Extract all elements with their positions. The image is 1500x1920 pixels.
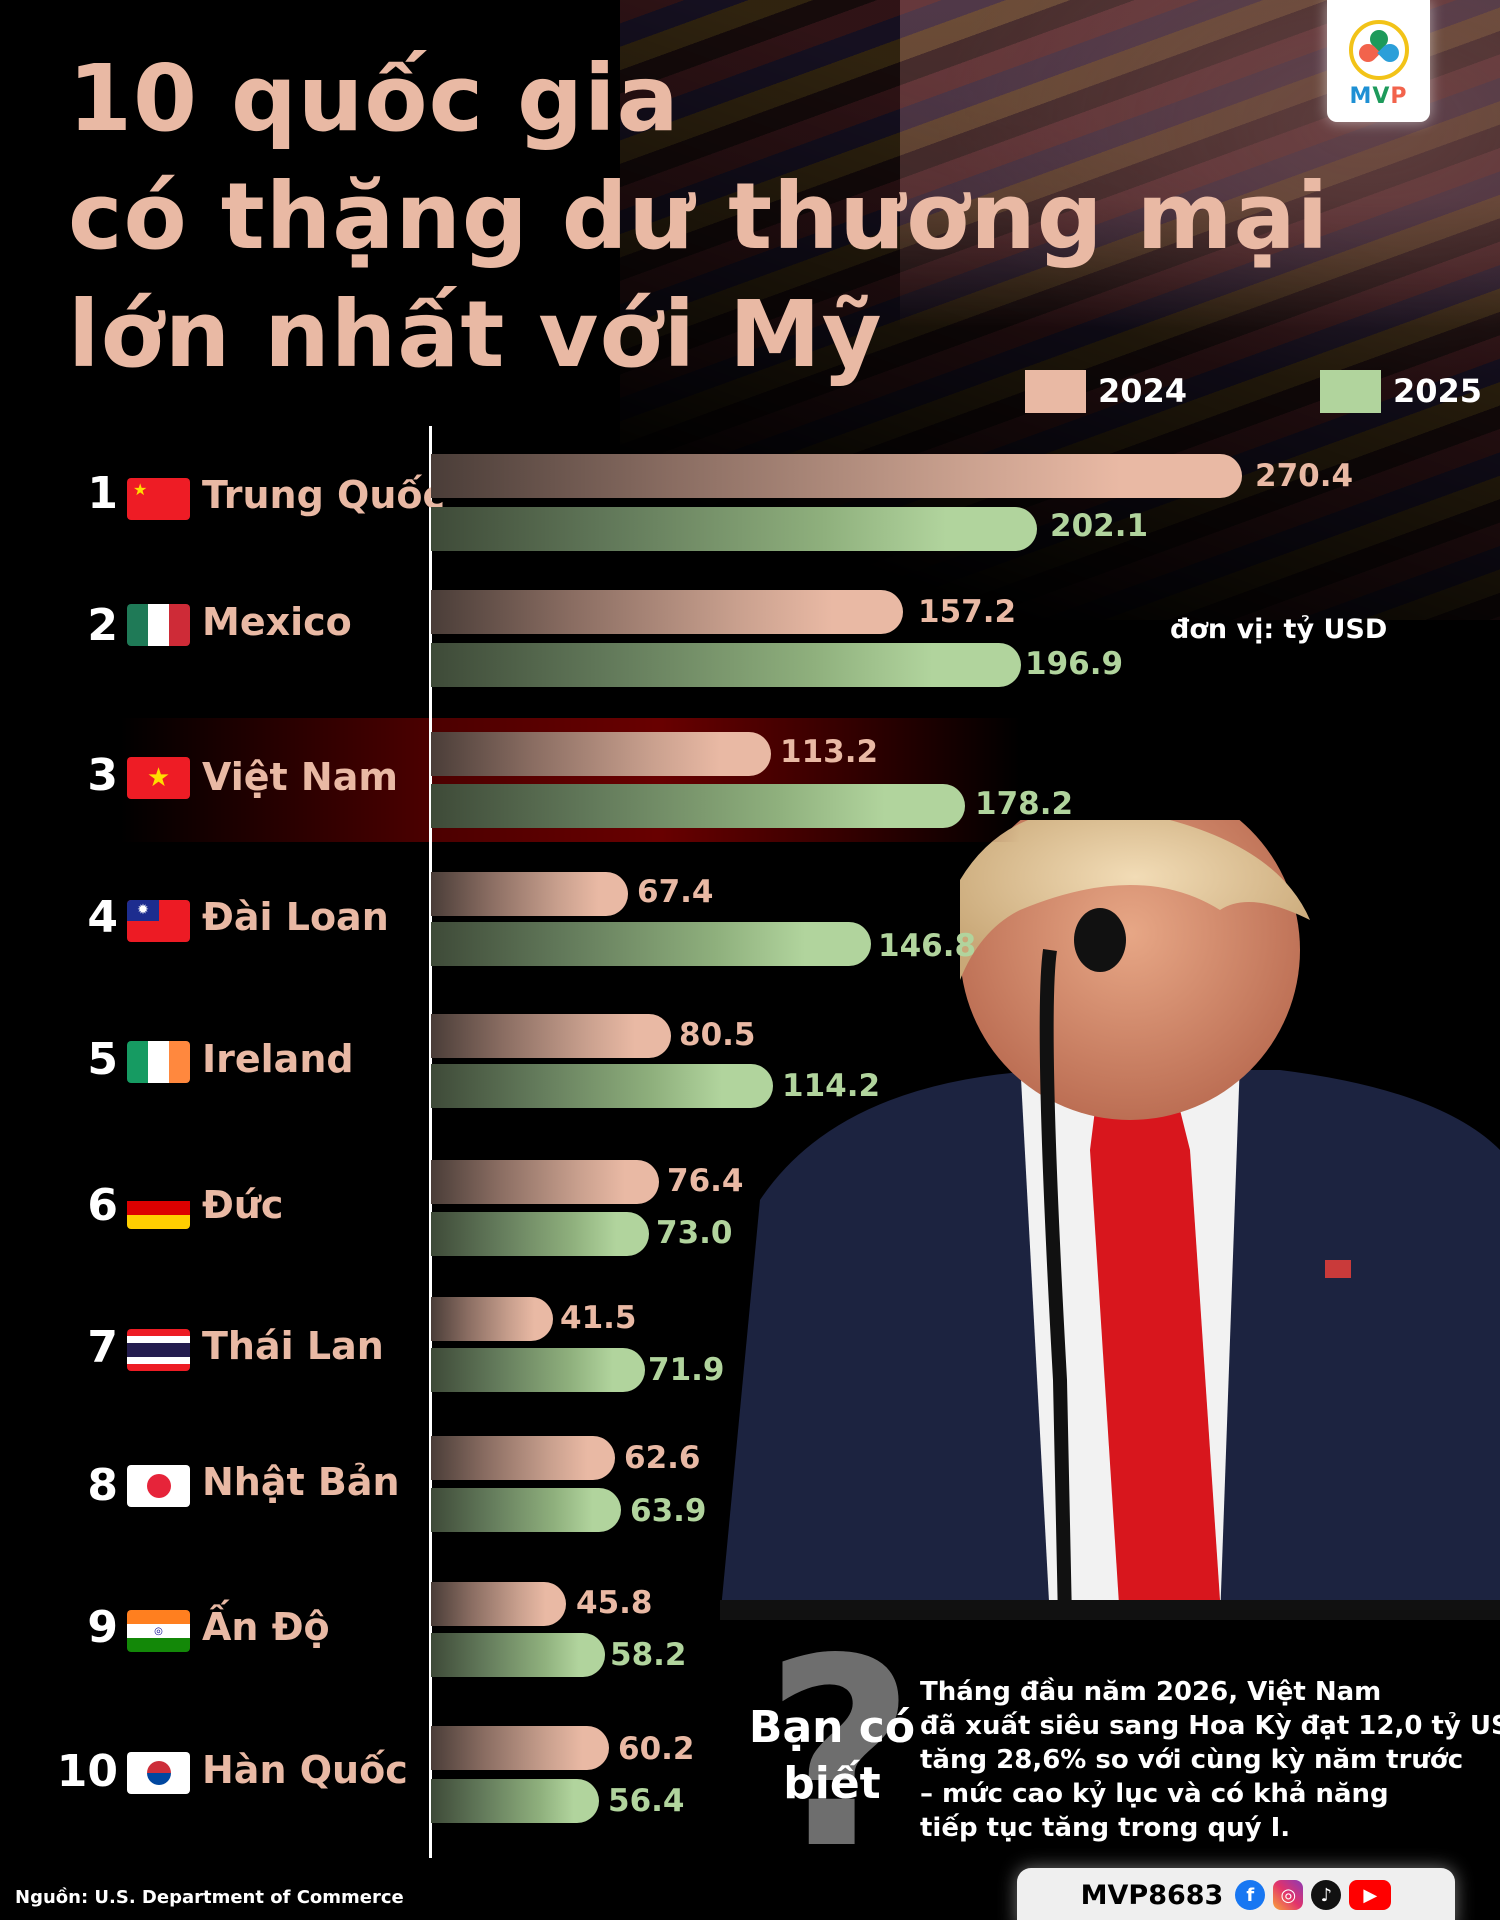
youtube-icon[interactable]: ▶ [1349,1880,1392,1910]
bar-2024 [431,1726,609,1770]
vietnam-flag-icon: ★ [127,757,190,799]
country-name: Trung Quốc [202,473,446,517]
country-name: Thái Lan [202,1324,384,1368]
value-2025: 114.2 [782,1068,881,1104]
bar-2024 [431,1436,615,1480]
legend-label-2025: 2025 [1393,372,1483,410]
value-2024: 80.5 [679,1017,756,1053]
bar-2025 [431,784,965,828]
value-2024: 270.4 [1255,458,1354,494]
facebook-icon[interactable]: f [1235,1880,1266,1910]
legend-label-2024: 2024 [1098,372,1188,410]
rank-number: 8 [87,1460,118,1511]
germany-flag-icon [127,1187,190,1229]
country-name: Ireland [202,1037,354,1081]
bar-2024 [431,1582,566,1626]
question-mark-icon: ? [764,1604,916,1906]
rank-number: 9 [87,1602,118,1653]
bar-2025 [431,1488,621,1532]
china-flag-icon: ★ [127,478,190,520]
value-2024: 157.2 [918,594,1017,630]
mexico-flag-icon [127,604,190,646]
bar-2025 [431,1779,599,1823]
source-note: Nguồn: U.S. Department of Commerce [15,1887,404,1908]
title-line-1: 10 quốc gia [68,45,680,152]
country-name: Hàn Quốc [202,1748,408,1792]
taiwan-flag-icon: ✹ [127,900,190,942]
rank-number: 6 [87,1180,118,1231]
page-title: 10 quốc gia có thặng dư thương mại lớn n… [68,40,1330,394]
rank-number: 5 [87,1034,118,1085]
clover-icon [1348,19,1409,80]
legend-swatch-2025 [1320,369,1381,413]
legend-item-2024: 2024 [1025,369,1187,413]
logo-text: MVP [1349,83,1408,109]
did-you-know-heading: Bạn có biết [748,1702,916,1809]
rank-number: 2 [87,600,118,651]
bar-2025 [431,1633,605,1677]
rank-number: 4 [87,892,118,943]
legend-swatch-2024 [1025,369,1086,413]
bar-2025 [431,1212,649,1256]
value-2025: 56.4 [608,1783,685,1819]
rank-number: 1 [87,468,118,519]
bar-2024 [431,454,1242,498]
ireland-flag-icon [127,1041,190,1083]
country-name: Việt Nam [202,755,398,799]
unit-label: đơn vị: tỷ USD [1170,614,1388,645]
social-footer: MVP8683 f ◎ ♪ ▶ [1017,1868,1455,1920]
bar-2025 [431,922,871,966]
bar-2024 [431,732,771,776]
bar-2025 [431,507,1037,551]
value-2024: 76.4 [667,1163,744,1199]
value-2024: 41.5 [560,1300,637,1336]
rank-number: 7 [87,1322,118,1373]
value-2025: 63.9 [630,1493,707,1529]
value-2024: 67.4 [637,874,714,910]
legend-item-2025: 2025 [1320,369,1482,413]
instagram-icon[interactable]: ◎ [1273,1880,1304,1910]
value-2025: 58.2 [610,1637,687,1673]
country-name: Đài Loan [202,895,389,939]
value-2025: 146.8 [878,928,977,964]
rank-number: 3 [87,750,118,801]
bar-2024 [431,1014,671,1058]
country-name: Ấn Độ [202,1605,330,1649]
chart-axis-line [429,426,432,1858]
bar-2024 [431,1160,659,1204]
title-line-3: lớn nhất với Mỹ [68,281,883,388]
value-2024: 60.2 [618,1731,695,1767]
south-korea-flag-icon [127,1752,190,1794]
social-handle: MVP8683 [1080,1879,1224,1911]
mvp-logo: MVP [1327,0,1430,122]
value-2025: 71.9 [648,1352,725,1388]
value-2024: 62.6 [624,1440,701,1476]
bar-2025 [431,1348,645,1392]
japan-flag-icon [127,1465,190,1507]
tiktok-icon[interactable]: ♪ [1311,1880,1342,1910]
bar-2025 [431,643,1021,687]
value-2025: 196.9 [1025,646,1124,682]
speaker-photo [720,820,1500,1620]
country-name: Mexico [202,600,352,644]
value-2025: 73.0 [656,1215,733,1251]
value-2024: 113.2 [780,734,879,770]
value-2024: 45.8 [576,1585,653,1621]
india-flag-icon: ◎ [127,1610,190,1652]
bar-2024 [431,590,903,634]
rank-number: 10 [56,1746,118,1797]
bar-2024 [431,872,628,916]
did-you-know-text: Tháng đầu năm 2026, Việt Nam đã xuất siê… [920,1677,1500,1843]
country-name: Nhật Bản [202,1460,400,1504]
thailand-flag-icon [127,1329,190,1371]
bar-2024 [431,1297,553,1341]
value-2025: 178.2 [975,786,1074,822]
value-2025: 202.1 [1050,508,1149,544]
bar-2025 [431,1064,773,1108]
title-line-2: có thặng dư thương mại [68,163,1330,270]
country-name: Đức [202,1183,284,1227]
